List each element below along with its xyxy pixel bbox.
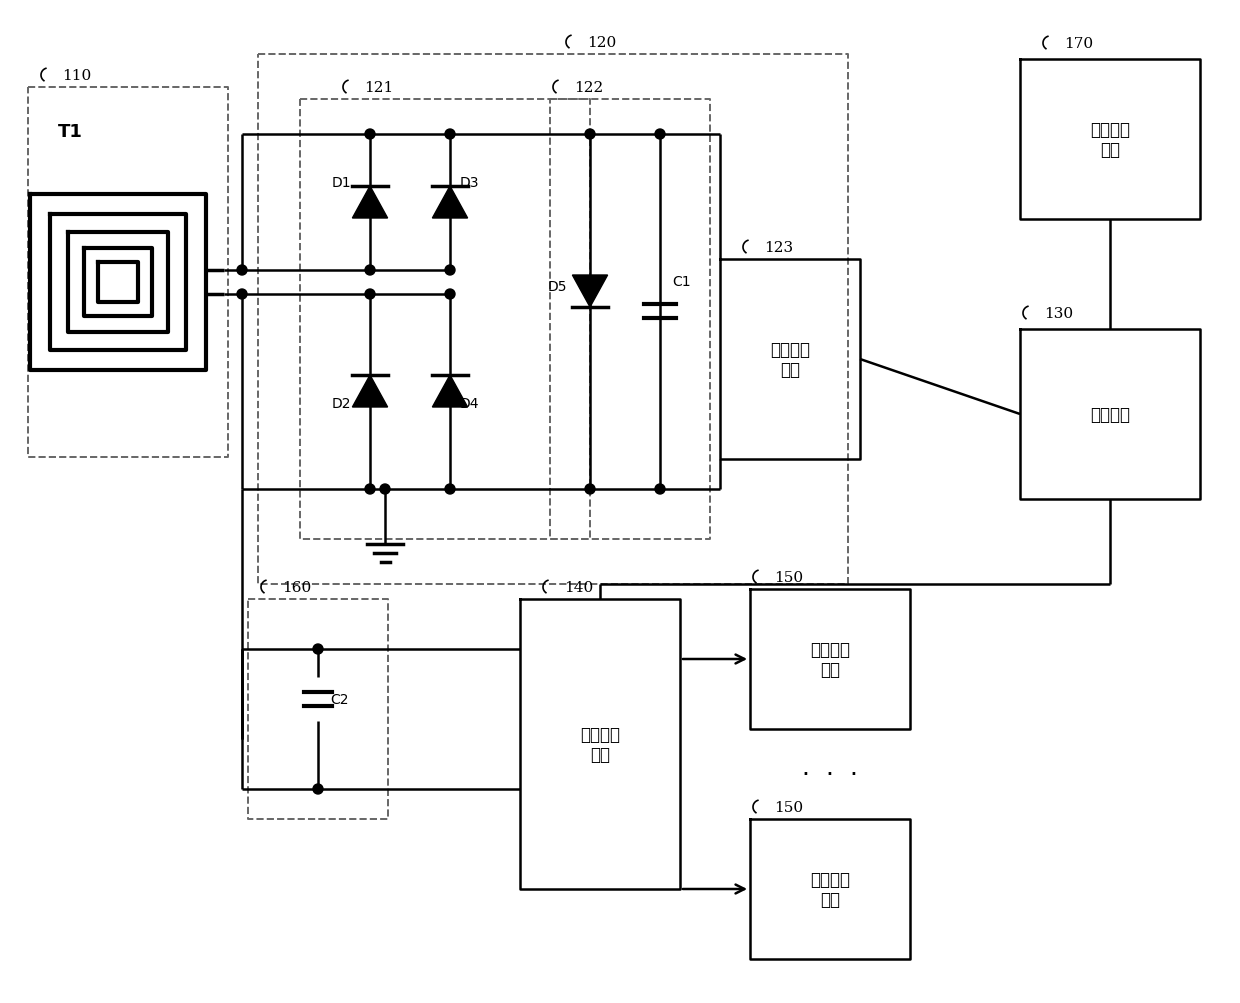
Circle shape (312, 784, 322, 794)
Circle shape (365, 129, 374, 139)
Text: D5: D5 (548, 280, 568, 294)
Polygon shape (433, 376, 467, 407)
Text: ·  ·  ·: · · · (802, 762, 858, 786)
Text: 160: 160 (281, 581, 311, 595)
Text: D3: D3 (460, 176, 480, 190)
Text: 110: 110 (62, 69, 92, 83)
Circle shape (365, 484, 374, 494)
Text: 射频通信
模块: 射频通信 模块 (810, 870, 849, 909)
Circle shape (365, 266, 374, 276)
Text: 选通开关
模块: 选通开关 模块 (580, 725, 620, 763)
Circle shape (655, 129, 665, 139)
Circle shape (365, 290, 374, 300)
Text: 150: 150 (774, 571, 804, 585)
Text: 控制模块: 控制模块 (1090, 405, 1130, 423)
Circle shape (312, 644, 322, 654)
Text: D4: D4 (460, 396, 480, 410)
Polygon shape (352, 187, 388, 219)
Text: 122: 122 (574, 81, 603, 95)
Circle shape (655, 484, 665, 494)
Polygon shape (433, 187, 467, 219)
Text: 123: 123 (764, 241, 794, 255)
Text: 170: 170 (1064, 37, 1094, 51)
Text: D1: D1 (332, 176, 352, 190)
Circle shape (585, 484, 595, 494)
Text: 140: 140 (564, 581, 593, 595)
Text: 人工交互
模块: 人工交互 模块 (1090, 120, 1130, 159)
Text: 150: 150 (774, 800, 804, 814)
Polygon shape (352, 376, 388, 407)
Circle shape (445, 266, 455, 276)
Circle shape (379, 484, 391, 494)
Circle shape (237, 266, 247, 276)
Circle shape (445, 484, 455, 494)
Circle shape (445, 129, 455, 139)
Circle shape (585, 129, 595, 139)
Text: T1: T1 (58, 123, 83, 140)
Text: 130: 130 (1044, 307, 1073, 321)
Text: 射频通信
模块: 射频通信 模块 (810, 640, 849, 679)
Text: 电压转换
单元: 电压转换 单元 (770, 340, 810, 379)
Circle shape (445, 290, 455, 300)
Text: C1: C1 (672, 275, 691, 289)
Text: 121: 121 (365, 81, 393, 95)
Text: 120: 120 (587, 36, 616, 50)
Text: D2: D2 (332, 396, 351, 410)
Circle shape (237, 290, 247, 300)
Polygon shape (573, 276, 608, 308)
Text: C2: C2 (330, 692, 348, 706)
